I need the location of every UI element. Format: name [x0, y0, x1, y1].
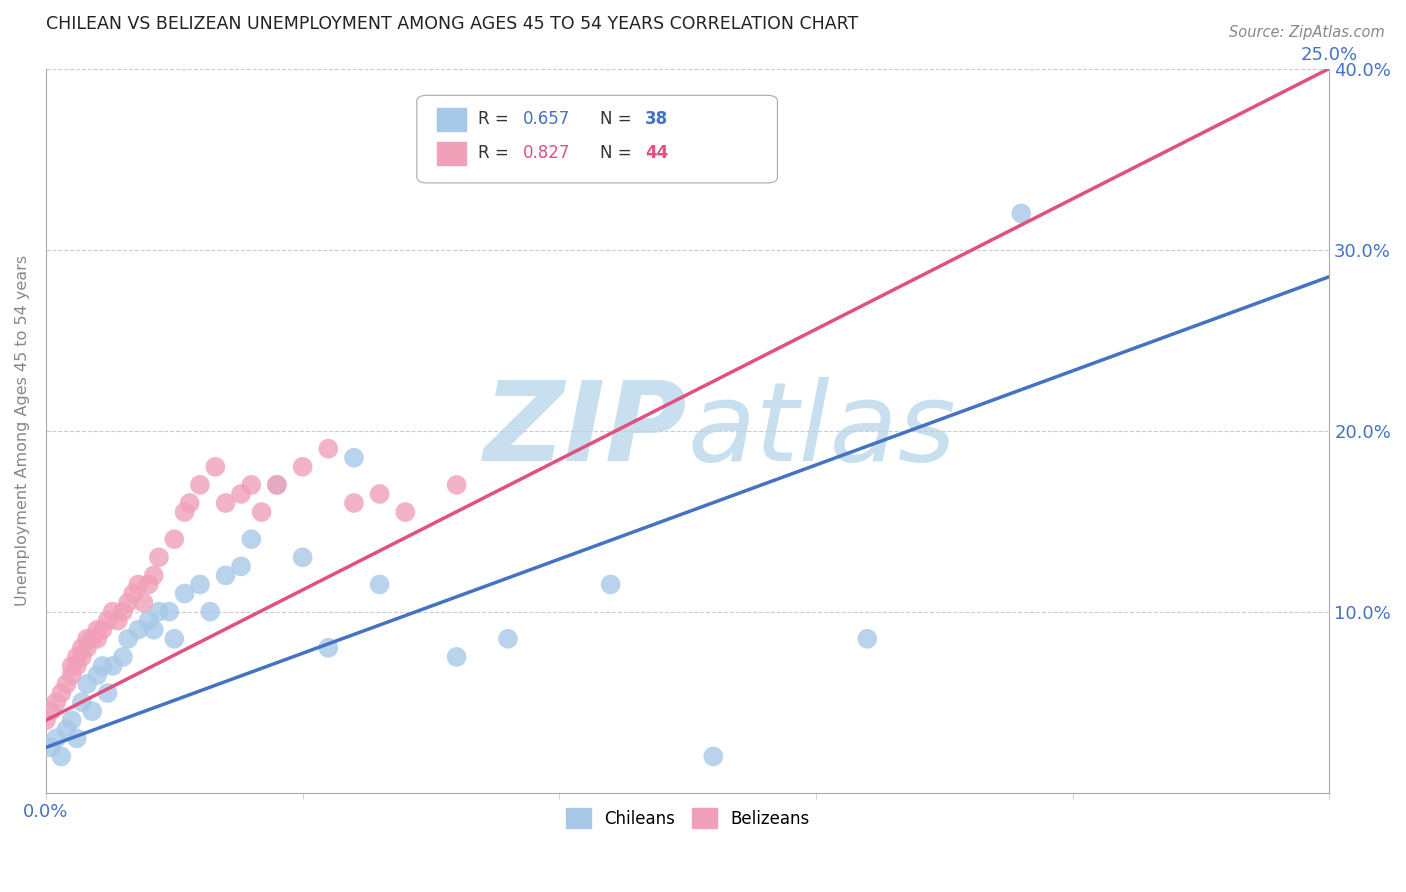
Point [51, 749, 73, 764]
Text: Source: ZipAtlas.com: Source: ZipAtlas.com [1229, 25, 1385, 40]
Point [39, 704, 62, 718]
Point [188, 577, 211, 591]
Text: 38: 38 [645, 111, 668, 128]
Point [111, 605, 134, 619]
Point [157, 605, 180, 619]
Point [132, 596, 155, 610]
Text: ZIP: ZIP [484, 377, 688, 484]
FancyBboxPatch shape [437, 108, 465, 131]
Point [138, 577, 160, 591]
Point [163, 632, 186, 646]
Point [394, 505, 416, 519]
Point [163, 532, 186, 546]
Point [70, 640, 93, 655]
Point [76, 677, 98, 691]
Point [138, 614, 160, 628]
Point [97, 614, 120, 628]
Point [214, 568, 236, 582]
Point [122, 586, 145, 600]
Text: atlas: atlas [688, 377, 956, 484]
Point [66, 659, 89, 673]
Legend: Chileans, Belizeans: Chileans, Belizeans [560, 801, 815, 835]
Text: 0.657: 0.657 [523, 111, 571, 128]
Point [188, 478, 211, 492]
Text: R =: R = [478, 111, 515, 128]
Point [496, 632, 519, 646]
FancyBboxPatch shape [416, 95, 778, 183]
Point [51, 686, 73, 700]
Point [446, 649, 468, 664]
Point [55, 677, 77, 691]
Point [70, 695, 93, 709]
Point [446, 478, 468, 492]
Point [240, 532, 263, 546]
FancyBboxPatch shape [437, 142, 465, 165]
Point [86, 632, 108, 646]
Y-axis label: Unemployment Among Ages 45 to 54 years: Unemployment Among Ages 45 to 54 years [15, 255, 30, 607]
Point [266, 478, 288, 492]
Point [291, 459, 314, 474]
Point [702, 749, 724, 764]
Point [111, 649, 134, 664]
Text: 44: 44 [645, 145, 668, 162]
Point [117, 632, 139, 646]
Point [266, 478, 288, 492]
Point [368, 577, 391, 591]
Point [107, 614, 129, 628]
Point [599, 577, 621, 591]
Point [148, 550, 170, 565]
Point [97, 686, 120, 700]
Point [343, 450, 366, 465]
Point [142, 623, 165, 637]
Point [91, 659, 114, 673]
Point [173, 505, 195, 519]
Point [60, 668, 83, 682]
Text: N =: N = [600, 111, 637, 128]
Point [343, 496, 366, 510]
Point [117, 596, 139, 610]
Point [229, 487, 252, 501]
Point [173, 586, 195, 600]
Point [60, 713, 83, 727]
Text: R =: R = [478, 145, 515, 162]
Point [142, 568, 165, 582]
Point [179, 496, 201, 510]
Point [856, 632, 879, 646]
Text: CHILEAN VS BELIZEAN UNEMPLOYMENT AMONG AGES 45 TO 54 YEARS CORRELATION CHART: CHILEAN VS BELIZEAN UNEMPLOYMENT AMONG A… [46, 15, 858, 33]
Point [86, 668, 108, 682]
Point [82, 632, 104, 646]
Point [291, 550, 314, 565]
Point [45, 731, 67, 746]
Point [368, 487, 391, 501]
Point [70, 649, 93, 664]
Point [148, 605, 170, 619]
Point [101, 659, 124, 673]
Point [45, 695, 67, 709]
Point [55, 723, 77, 737]
Text: N =: N = [600, 145, 637, 162]
Point [86, 623, 108, 637]
Text: 0.827: 0.827 [523, 145, 571, 162]
Point [200, 605, 222, 619]
Point [39, 740, 62, 755]
Point [66, 731, 89, 746]
Point [91, 623, 114, 637]
Point [204, 459, 226, 474]
Point [1010, 206, 1032, 220]
Point [101, 605, 124, 619]
Point [127, 577, 149, 591]
Point [60, 659, 83, 673]
Point [316, 640, 339, 655]
Point [229, 559, 252, 574]
Point [214, 496, 236, 510]
Point [240, 478, 263, 492]
Point [35, 713, 58, 727]
Point [76, 632, 98, 646]
Point [316, 442, 339, 456]
Point [82, 704, 104, 718]
Point [127, 623, 149, 637]
Point [250, 505, 273, 519]
Point [76, 640, 98, 655]
Point [66, 649, 89, 664]
